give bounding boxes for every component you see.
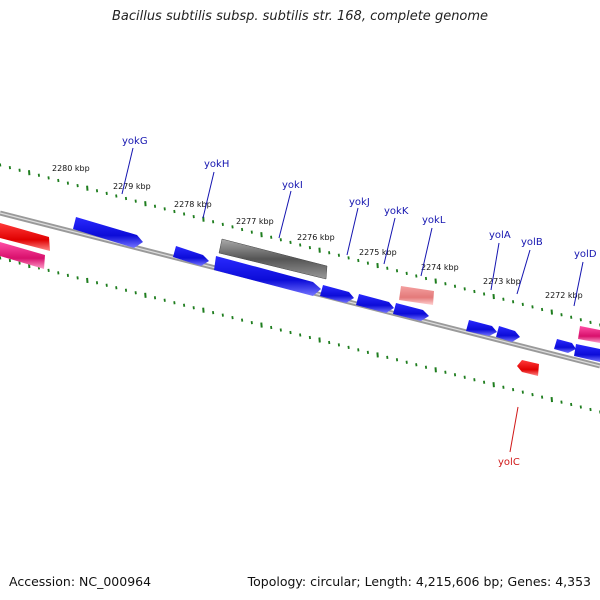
gene-label-yolC[interactable]: yolC <box>498 457 520 468</box>
gene-yolB[interactable] <box>496 326 520 342</box>
gene-left-pink[interactable] <box>0 242 45 269</box>
gene-edge-pink[interactable] <box>578 326 600 343</box>
map-title: Bacillus subtilis subsp. subtilis str. 1… <box>111 9 489 24</box>
gene-yolC[interactable] <box>517 360 539 376</box>
label-leaders <box>121 147 584 453</box>
scale-labels: 2280 kbp 2279 kbp 2278 kbp 2277 kbp 2276… <box>52 164 583 300</box>
gene-yokI-lower[interactable] <box>214 256 321 296</box>
gene-label-yokH[interactable]: yokH <box>204 159 229 170</box>
scale-label-2276: 2276 kbp <box>297 233 335 242</box>
gene-yokJ[interactable] <box>320 285 354 303</box>
gene-labels: yokG yokH yokI yokJ yokK yokL yolA yolB … <box>122 136 597 468</box>
gene-label-yolD[interactable]: yolD <box>574 249 597 260</box>
scale-label-2273: 2273 kbp <box>483 277 521 286</box>
gene-yolA[interactable] <box>466 320 497 336</box>
scale-label-2272: 2272 kbp <box>545 291 583 300</box>
gene-edge-blue[interactable] <box>574 344 600 362</box>
scale-ring-outer <box>0 163 600 327</box>
gene-yokL[interactable] <box>399 286 434 305</box>
scale-label-2280: 2280 kbp <box>52 164 90 173</box>
gene-yokG[interactable] <box>73 217 143 248</box>
gene-label-yokK[interactable]: yokK <box>384 206 409 217</box>
gene-yokH[interactable] <box>173 246 209 266</box>
gene-yokL-lower[interactable] <box>393 303 429 321</box>
reverse-genes <box>0 223 539 376</box>
gene-yolD[interactable] <box>554 339 576 353</box>
gene-label-yokG[interactable]: yokG <box>122 136 148 147</box>
genome-summary-text: Topology: circular; Length: 4,215,606 bp… <box>247 574 591 589</box>
scale-ring-inner <box>0 256 600 414</box>
accession-text: Accession: NC_000964 <box>9 574 152 589</box>
scale-label-2275: 2275 kbp <box>359 248 397 257</box>
scale-label-2279: 2279 kbp <box>113 182 151 191</box>
gene-left-red[interactable] <box>0 223 50 251</box>
gene-label-yokJ[interactable]: yokJ <box>349 197 370 208</box>
gene-label-yokI[interactable]: yokI <box>282 180 303 191</box>
scale-label-2278: 2278 kbp <box>174 200 212 209</box>
gene-yokK[interactable] <box>356 294 394 313</box>
scale-label-2277: 2277 kbp <box>236 217 274 226</box>
scale-label-2274: 2274 kbp <box>421 263 459 272</box>
gene-label-yolA[interactable]: yolA <box>489 230 511 241</box>
gene-label-yolB[interactable]: yolB <box>521 237 543 248</box>
gene-yokI[interactable] <box>218 238 328 280</box>
forward-genes <box>73 217 600 362</box>
gene-label-yokL[interactable]: yokL <box>422 215 446 226</box>
